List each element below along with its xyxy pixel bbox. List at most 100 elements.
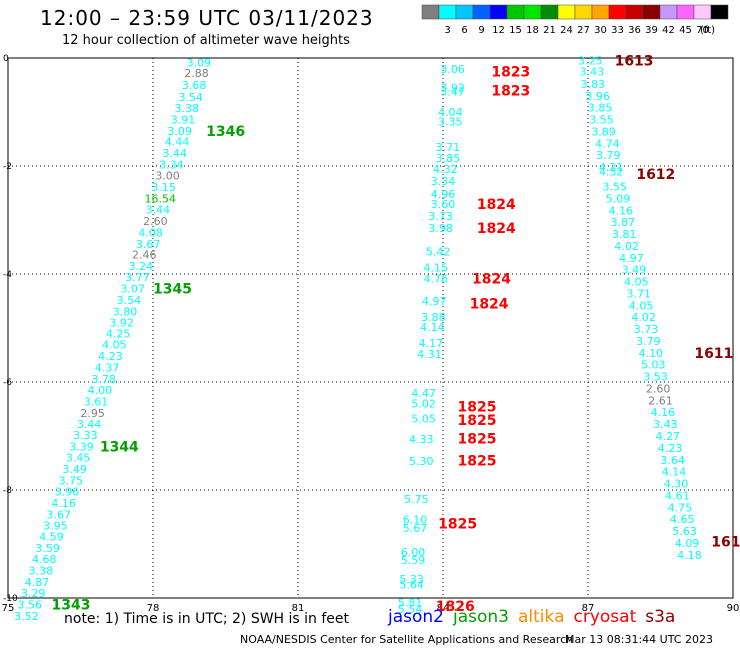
- pass-number-label: 1344: [100, 439, 139, 455]
- legend-tick-label: 36: [628, 25, 641, 36]
- satellite-label-jason3: jason3: [453, 607, 509, 627]
- pass-number-label: 1825: [458, 453, 497, 469]
- wave-height-value: 3.61: [84, 395, 109, 408]
- wave-height-value: 3.92: [440, 82, 465, 95]
- wave-height-value: 5.81: [398, 596, 423, 609]
- wave-height-value: 3.56: [18, 598, 43, 611]
- wave-height-value: 3.85: [588, 102, 613, 115]
- y-tick-label: 0: [3, 54, 9, 64]
- wave-height-value: 4.97: [619, 252, 644, 265]
- wave-height-value: 16.54: [145, 192, 177, 205]
- legend-tick-label: 21: [543, 25, 556, 36]
- wave-height-value: 3.09: [167, 125, 192, 138]
- wave-height-value: 4.59: [39, 530, 64, 543]
- pass-number-label: 1824: [477, 221, 516, 237]
- wave-height-value: 6.00: [401, 546, 426, 559]
- wave-height-value: 3.09: [187, 56, 212, 69]
- legend-tick-label: 3: [444, 25, 450, 36]
- wave-height-value: 3.34: [431, 175, 456, 188]
- y-tick-label: -6: [3, 378, 12, 388]
- wave-height-value: 5.02: [411, 398, 436, 411]
- wave-height-value: 5.54: [398, 603, 423, 616]
- legend-tick-label: 6: [461, 25, 467, 36]
- wave-height-value: 3.44: [163, 147, 188, 160]
- wave-height-value: 3.15: [151, 181, 176, 194]
- wave-height-value: 4.65: [670, 513, 695, 526]
- wave-height-value: 2.61: [648, 394, 673, 407]
- wave-height-value: 3.39: [69, 440, 94, 453]
- satellite-label-altika: altika: [518, 607, 565, 627]
- wave-height-value: 3.38: [29, 564, 54, 577]
- wave-height-value: 3.54: [178, 91, 203, 104]
- map-frame: [7, 57, 734, 599]
- pass-number-label: 1824: [477, 197, 516, 213]
- wave-height-value: 4.02: [614, 240, 639, 253]
- x-tick-label: 81: [292, 603, 305, 614]
- pass-number-label: 1823: [491, 83, 530, 99]
- wave-height-value: 4.09: [675, 537, 700, 550]
- wave-height-value: 3.73: [634, 323, 659, 336]
- wave-height-value: 3.64: [660, 454, 685, 467]
- wave-height-value: 4.23: [658, 442, 683, 455]
- wave-height-value: 6.10: [403, 514, 428, 527]
- legend-tick-label: 45: [679, 25, 692, 36]
- wave-height-value: 2.60: [143, 215, 168, 228]
- wave-height-value: 4.47: [411, 387, 436, 400]
- wave-height-value: 4.32: [433, 163, 458, 176]
- wave-height-value: 4.44: [165, 136, 190, 149]
- wave-height-value: 4.96: [431, 188, 456, 201]
- legend-tick-label: 24: [560, 25, 573, 36]
- wave-height-value: 4.05: [629, 299, 654, 312]
- wave-height-value: 5.75: [404, 493, 429, 506]
- wave-height-value: 3.25: [578, 55, 603, 68]
- pass-number-label: 1824: [472, 271, 511, 287]
- pass-number-label: 1611: [694, 346, 733, 362]
- legend-tick-label: 70: [696, 25, 709, 36]
- wave-height-value: 4.10: [639, 347, 664, 360]
- wave-height-value: 5.42: [426, 245, 451, 258]
- legend-unit: (ft): [700, 25, 715, 36]
- wave-height-value: 4.16: [609, 204, 634, 217]
- wave-height-value: 3.89: [591, 125, 616, 138]
- x-tick-label: 87: [582, 603, 595, 614]
- wave-height-value: 5.67: [403, 522, 428, 535]
- wave-height-value: 4.02: [631, 311, 656, 324]
- wave-height-value: 3.06: [440, 63, 465, 76]
- pass-number-label: 1825: [438, 516, 477, 532]
- legend-tick-label: 30: [594, 25, 607, 36]
- wave-height-value: 4.75: [668, 501, 693, 514]
- wave-height-value: 3.67: [136, 238, 161, 251]
- wave-height-value: 4.14: [662, 466, 687, 479]
- x-tick-label: 78: [147, 603, 160, 614]
- wave-height-value: 5.09: [606, 192, 631, 205]
- wave-height-value: 3.00: [155, 170, 180, 183]
- pass-number-label: 1824: [470, 297, 509, 313]
- pass-number-label: 1345: [153, 282, 192, 298]
- wave-height-value: 4.87: [25, 576, 50, 589]
- wave-height-value: 4.32: [599, 165, 624, 178]
- wave-height-value: 2.60: [646, 382, 671, 395]
- wave-height-value: 3.71: [436, 141, 461, 154]
- wave-height-value: 4.37: [95, 361, 120, 374]
- wave-height-value: 3.55: [589, 114, 614, 127]
- wave-height-value: 5.59: [401, 554, 426, 567]
- wave-height-value: 4.00: [88, 384, 113, 397]
- x-tick-label: 84: [437, 603, 450, 614]
- wave-height-value: 3.53: [643, 371, 668, 384]
- pass-number-label: 1825: [458, 399, 497, 415]
- satellite-label-s3a: s3a: [645, 607, 676, 627]
- satellite-label-cryosat: cryosat: [573, 607, 637, 627]
- wave-height-value: 4.14: [420, 321, 445, 334]
- y-tick-label: -4: [3, 270, 12, 280]
- pass-number-label: 1825: [458, 432, 497, 448]
- pass-number-label: 1612: [636, 167, 675, 183]
- wave-height-value: 4.68: [32, 553, 57, 566]
- wave-height-value: 5.03: [641, 359, 666, 372]
- wave-height-value: 4.05: [624, 276, 649, 289]
- wave-height-value: 3.35: [438, 116, 463, 129]
- legend-tick-label: 15: [509, 25, 522, 36]
- wave-height-value: 3.78: [91, 373, 116, 386]
- wave-height-value: 3.91: [171, 114, 196, 127]
- legend-swatch-17: [710, 4, 729, 20]
- legend-tick-label: 18: [526, 25, 539, 36]
